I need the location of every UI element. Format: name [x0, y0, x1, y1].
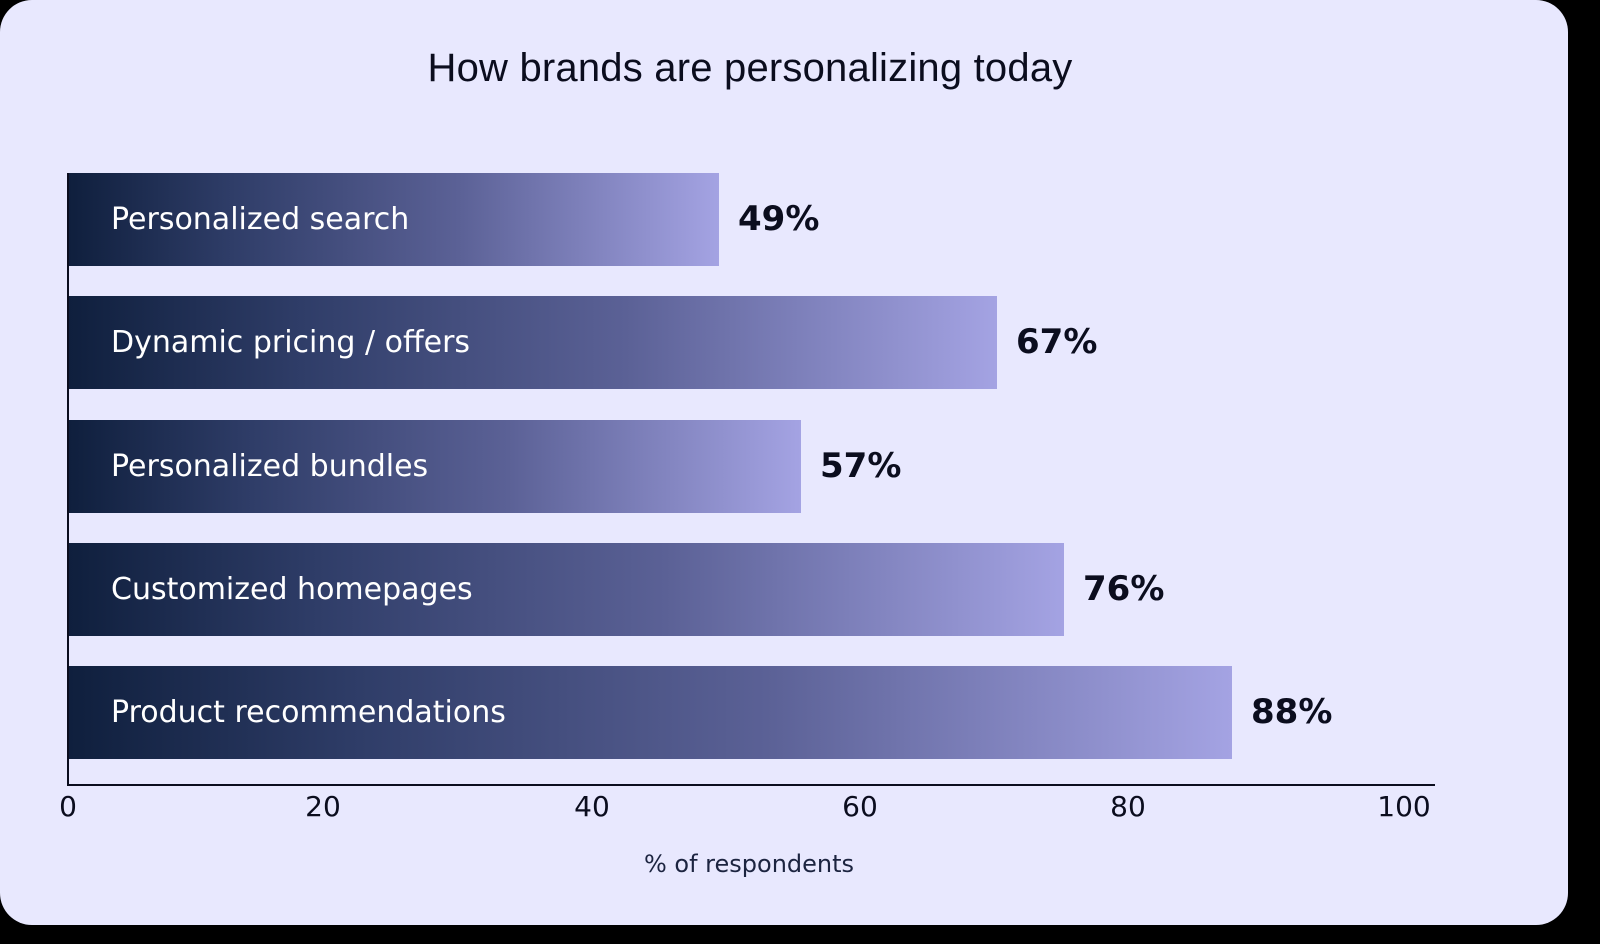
x-tick: 40	[574, 790, 610, 823]
y-axis-line	[67, 173, 69, 786]
bar-label: Dynamic pricing / offers	[111, 325, 471, 360]
x-axis-label: % of respondents	[643, 850, 855, 878]
bar-value: 76%	[1083, 569, 1165, 609]
bar-personalized-bundles: Personalized bundles	[69, 420, 801, 513]
bar-value: 67%	[1016, 322, 1098, 362]
x-axis-line	[67, 784, 1435, 786]
bar-product-recommendations: Product recommendations	[69, 666, 1232, 759]
x-tick: 0	[59, 790, 77, 823]
chart-title: How brands are personalizing today	[427, 46, 1073, 90]
bar-personalized-search: Personalized search	[69, 173, 719, 266]
bar-value: 88%	[1251, 692, 1333, 732]
bar-value: 49%	[738, 199, 820, 239]
bar-customized-homepages: Customized homepages	[69, 543, 1064, 636]
x-tick: 80	[1110, 790, 1146, 823]
bar-label: Customized homepages	[111, 572, 473, 607]
chart-card: How brands are personalizing today Perso…	[0, 0, 1568, 925]
x-tick: 20	[305, 790, 341, 823]
bar-value: 57%	[820, 446, 902, 486]
x-tick: 100	[1377, 790, 1431, 823]
bar-label: Product recommendations	[111, 695, 506, 730]
bar-label: Personalized bundles	[111, 449, 429, 484]
bar-dynamic-pricing: Dynamic pricing / offers	[69, 296, 997, 389]
x-tick: 60	[842, 790, 878, 823]
bar-label: Personalized search	[111, 202, 410, 237]
